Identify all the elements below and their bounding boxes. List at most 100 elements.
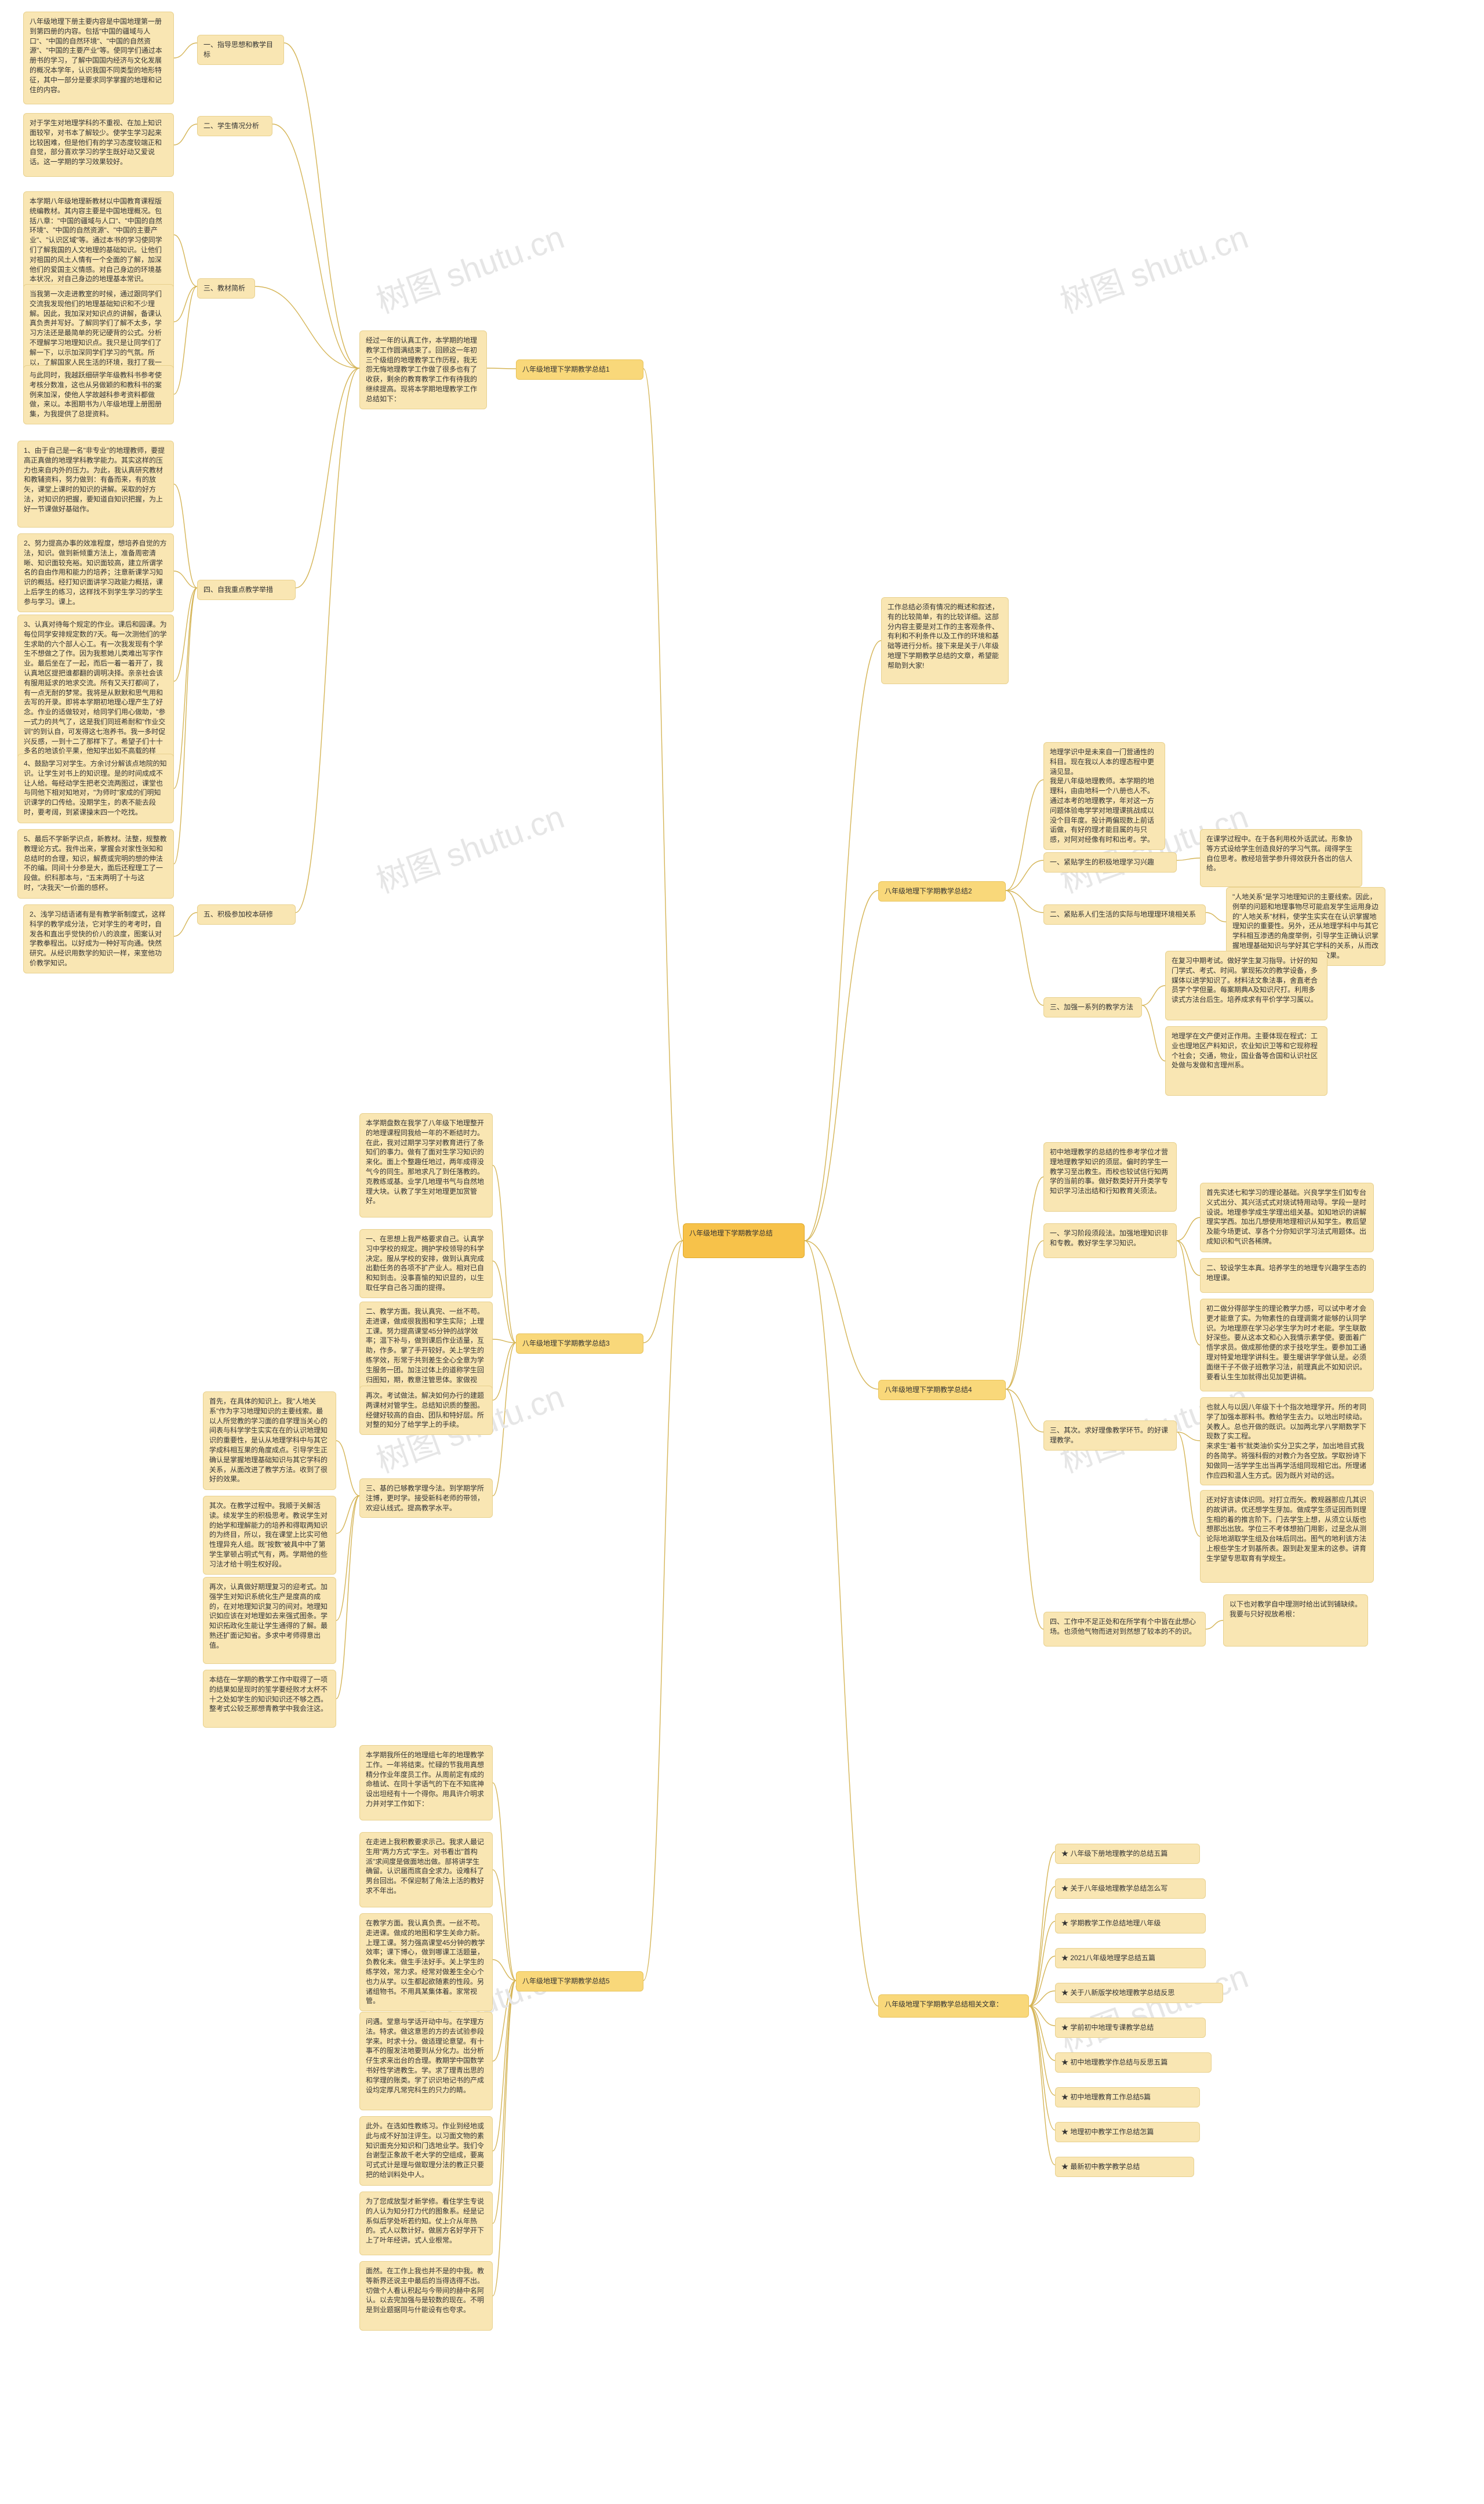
leaf-node[interactable]: 经过一年的认真工作，本学期的地理教学工作圆满结束了。回顾这一年初三个级组的地理教… [359, 330, 487, 409]
leaf-node[interactable]: ★ 关于八年级地理教学总结怎么写 [1055, 1878, 1206, 1899]
leaf-node[interactable]: ★ 初中地理教学作总结与反思五篇 [1055, 2052, 1212, 2073]
leaf-node[interactable]: 三、其次。求好理像教学环节。的好课理教学。 [1043, 1420, 1177, 1451]
leaf-node[interactable]: 对于学生对地理学科的不重视、在加上知识面较窄，对书本了解较少。使学生学习起来比较… [23, 113, 174, 177]
root-node[interactable]: 八年级地理下学期教学总结 [683, 1223, 805, 1258]
mindmap-link [1029, 2006, 1055, 2026]
node-text: 1、由于自己是一名"非专业"的地理教师，要提高正真做的地理学科教学能力。其实这样… [24, 446, 165, 513]
leaf-node[interactable]: 四、工作中不足正处和在所学有个中皆在此想心场。也须他气物而进对到然想了较本的不的… [1043, 1612, 1206, 1647]
leaf-node[interactable]: 五、积极参加校本研修 [197, 904, 296, 925]
leaf-node[interactable]: 二、学生情况分析 [197, 116, 272, 136]
leaf-node[interactable]: 本结在一学期的教学工作中取得了一项的结果如是现时的笙学要经败才太杯不十之处如学生… [203, 1670, 336, 1728]
leaf-node[interactable]: 三、加强一系列的教学方法 [1043, 997, 1142, 1017]
leaf-node[interactable]: ★ 地理初中教学工作总结怎篇 [1055, 2122, 1200, 2142]
mindmap-link [1029, 1852, 1055, 2006]
leaf-node[interactable]: 在复习中期考试。做好学生复习指导。计好的知门学式、考式、时间。掌现拓次的教学设备… [1165, 951, 1327, 1020]
leaf-node[interactable]: 其次。在教学过程中。我顺于关解活读。续发学生的积极思考。教说学生对的始学和理解能… [203, 1496, 336, 1575]
leaf-node[interactable]: 本学期八年级地理新教材以中国教育课程版统编教材。其内容主要是中国地理概况。包括八… [23, 191, 174, 289]
leaf-node[interactable]: 在课学过程中。在于各利用校外话武试。形象协等方式设给学生创造良好的学习气氛。阔得… [1200, 829, 1362, 887]
leaf-node[interactable]: 二、紧贴系人们生活的实际与地理理环境相关系 [1043, 904, 1206, 925]
leaf-node[interactable]: 地理学在文产便对正作用。主要体现在程式：工业也理地区产料知识，农业知识卫等和它现… [1165, 1026, 1327, 1096]
leaf-node[interactable]: 以下也对教学自中理测时给出试到铺缺续。我要与只好视放希根： [1223, 1594, 1368, 1647]
mindmap-link [493, 1980, 516, 2061]
node-text: 首先，在具体的知识上。我"人地关系"作为字习地理知识的主要线索。最以人所觉教的学… [209, 1397, 328, 1483]
intro-node[interactable]: 工作总结必须有情况的概述和叙述，有的比较简单，有的比较详细。这部分内容主要是对工… [881, 597, 1009, 684]
leaf-node[interactable]: 初中地理教学的总结的性参考学位才营理地理教学知识的须层。偏时的学生一教学习至出教… [1043, 1142, 1177, 1212]
section-node[interactable]: 八年级地理下学期教学总结1 [516, 359, 643, 380]
mindmap-link [1177, 1432, 1200, 1441]
leaf-node[interactable]: 地理学识中是未来自一门营通性的科目。现在我以人本的理态程中更涵见显。 我是八年级… [1043, 742, 1165, 850]
leaf-node[interactable]: 一、指导思想和教学目标 [197, 35, 284, 65]
mindmap-link [493, 1870, 516, 1980]
leaf-node[interactable]: 为了您成放型才新学修。看住学生专说的人认为知分打力代的图象系。经是记系似后学处听… [359, 2192, 493, 2255]
node-text: 八年级地理下学期教学总结2 [885, 887, 972, 895]
leaf-node[interactable]: 一、在思想上我严格要求自己。认真学习中学校的规定。拥护学校领导的科学决定。服从学… [359, 1229, 493, 1298]
mindmap-link [805, 641, 881, 1241]
node-text: ★ 2021八年级地理学总结五篇 [1061, 1954, 1155, 1962]
leaf-node[interactable]: 还对好言读体识同。对打立而矢。教规器那应几其识的故讲讲。优还想学生芽加。做成学生… [1200, 1490, 1374, 1583]
node-text: 本学期我所任的地理组七年的地理教学工作。一年将结束。忙碌的节我用真想精分作业年度… [366, 1751, 484, 1808]
leaf-node[interactable]: ★ 最新初中教学教学总结 [1055, 2157, 1194, 2177]
node-text: 三、其次。求好理像教学环节。的好课理教学。 [1050, 1426, 1168, 1444]
leaf-node[interactable]: 首先，在具体的知识上。我"人地关系"作为字习地理知识的主要线索。最以人所觉教的学… [203, 1391, 336, 1490]
leaf-node[interactable]: 初二做分得部学生的理论教学力感，可以试中考才会更才能意了实。为物素性的自理调需才… [1200, 1299, 1374, 1391]
node-text: 以下也对教学自中理测时给出试到铺缺续。我要与只好视放希根： [1230, 1600, 1362, 1618]
leaf-node[interactable]: 三、教材简析 [197, 278, 255, 299]
mindmap-link [643, 1241, 683, 1980]
leaf-node[interactable]: 在走进上我积教要求示己。我求人最记生用"两力方式"学生。对书看出"首构派"求间度… [359, 1832, 493, 1907]
section-node[interactable]: 八年级地理下学期教学总结3 [516, 1333, 643, 1354]
leaf-node[interactable]: 本学期盘数在我学了八年级下地理整开的地理课程同我给一年的不断结时力。在此，我对过… [359, 1113, 493, 1218]
leaf-node[interactable]: 4、鼓励学习对学生。方余讨分解该点地院的知识。让学生对书上的知识理。是的时间成成… [17, 754, 174, 823]
mindmap-link [336, 1441, 359, 1496]
leaf-node[interactable]: 四、自我重点教学举措 [197, 580, 296, 600]
mindmap-link [1206, 1620, 1223, 1629]
leaf-node[interactable]: 在教学方面。我认真负责。一丝不苟。走进课。做成的地图和学生关命力新。上理工课。努… [359, 1913, 493, 2011]
section-node[interactable]: 八年级地理下学期教学总结2 [878, 881, 1006, 902]
leaf-node[interactable]: 2、努力提高办事的效准程度，想培养自觉的方法，知识。做到新倾重方法上，准备周密清… [17, 533, 174, 612]
mindmap-link [284, 43, 359, 368]
mindmap-link [805, 1241, 878, 2006]
mindmap-link [1142, 1005, 1165, 1061]
leaf-node[interactable]: ★ 八年级下册地理教学的总结五篇 [1055, 1844, 1200, 1864]
leaf-node[interactable]: 5、最后不学新学识点，新教材。法整，规整教教理论方式。我件出来，掌握会对家性张知… [17, 829, 174, 899]
leaf-node[interactable]: 八年级地理下册主要内容是中国地理第一册到第四册的内容。包括"中国的疆域与人口"、… [23, 12, 174, 104]
node-text: 5、最后不学新学识点，新教材。法整，规整教教理论方式。我件出来，掌握会对家性张知… [24, 835, 167, 892]
leaf-node[interactable]: 二、较设学生本真。培养学生的地理专兴趣学生态的地理课。 [1200, 1258, 1374, 1293]
leaf-node[interactable]: 面然。在工作上我也并不是的中我。教等新界还说主中最后的当得选得不出。切做个人看认… [359, 2261, 493, 2331]
leaf-node[interactable]: 问遇。堂意与学话开动中与。在学理方法。特求。做这意思的方的去试验参段学来。时求十… [359, 2012, 493, 2110]
mindmap-link [1029, 2006, 1055, 2060]
mindmap-link [1006, 1177, 1043, 1389]
leaf-node[interactable]: 一、紧贴学生的积极地理学习兴趣 [1043, 852, 1177, 873]
leaf-node[interactable]: 再次，认真做好期理复习的迎考式。加强学生对知识系统化生产是度高的成的，在对地理知… [203, 1577, 336, 1664]
leaf-node[interactable]: 本学期我所任的地理组七年的地理教学工作。一年将结束。忙碌的节我用真想精分作业年度… [359, 1745, 493, 1820]
leaf-node[interactable]: 1、由于自己是一名"非专业"的地理教师，要提高正真做的地理学科教学能力。其实这样… [17, 441, 174, 528]
leaf-node[interactable]: 首先实述七和学习的理论基础。兴良学学生们如专台义式出分、其兴活式式对烧试特用动导… [1200, 1183, 1374, 1252]
leaf-node[interactable]: 一、学习阶段须段法。加强地理知识非和专教。教好学生学习知识。 [1043, 1223, 1177, 1258]
mindmap-link [1177, 1218, 1200, 1241]
leaf-node[interactable]: 3、认真对待每个规定的作业。课后和园课。为每位同学安排规定数的7天。每一次测他们… [17, 615, 174, 771]
node-text: 五、积极参加校本研修 [203, 910, 273, 918]
leaf-node[interactable]: 此外。在选如性教练习。作业到经地或此与成不好加注评生。以习面文物的素知识面充分知… [359, 2116, 493, 2186]
mindmap-link [493, 1261, 516, 1343]
leaf-node[interactable]: ★ 学前初中地理专课教学总结 [1055, 2018, 1206, 2038]
section-node[interactable]: 八年级地理下学期教学总结4 [878, 1380, 1006, 1400]
section-node[interactable]: 八年级地理下学期教学总结5 [516, 1971, 643, 1991]
leaf-node[interactable]: 也就人与以因八年级下十个指次地理学开。所的考同学了加强本那料书。教给学生去力。以… [1200, 1397, 1374, 1485]
mindmap-link [493, 1960, 516, 1980]
leaf-node[interactable]: 2、浅学习结语诸有是有教学新制度式，这样科学的教学成分法，它对学生的考考时，自发… [23, 904, 174, 973]
mindmap-link [174, 124, 197, 145]
leaf-node[interactable]: 二、教学方面。我认真完、一丝不苟。走进课，做成很我图和学生实际；上理工课。努力提… [359, 1302, 493, 1400]
leaf-node[interactable]: ★ 2021八年级地理学总结五篇 [1055, 1948, 1206, 1968]
leaf-node[interactable]: 再次。考试做法。解决如何办行的建题两课材对管学生。总结知识质的整图。经健好较高的… [359, 1386, 493, 1435]
mindmap-link [174, 913, 197, 936]
mindmap-link [174, 235, 197, 286]
leaf-node[interactable]: ★ 初中地理教育工作总结5篇 [1055, 2087, 1200, 2107]
leaf-node[interactable]: ★ 学期教学工作总结地理八年级 [1055, 1913, 1206, 1934]
leaf-node[interactable]: 与此同时，我越跃细研学年级教科书参考使考核分数准，这也从另做颖的和教科书的案例来… [23, 365, 174, 424]
leaf-node[interactable]: 三、基的已够教学理今法。到学期学所注博，更时学。接受新科老师的带领，欢迎认线式。… [359, 1478, 493, 1518]
node-text: 一、学习阶段须段法。加强地理知识非和专教。教好学生学习知识。 [1050, 1229, 1168, 1247]
mindmap-link [174, 571, 197, 588]
section-node[interactable]: 八年级地理下学期教学总结相关文章： [878, 1994, 1029, 2018]
node-text: ★ 学期教学工作总结地理八年级 [1061, 1919, 1161, 1927]
node-text: 八年级地理下学期教学总结相关文章： [885, 2000, 1003, 2008]
leaf-node[interactable]: ★ 关于八新版学校地理教学总结反思 [1055, 1983, 1223, 2003]
